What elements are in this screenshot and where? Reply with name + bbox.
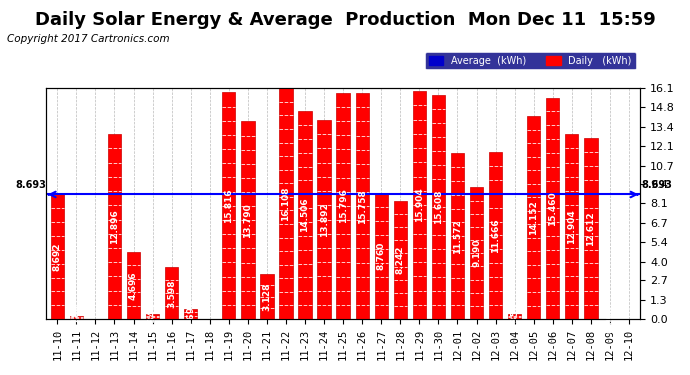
Bar [260,274,274,319]
Bar [355,93,369,319]
Bar [413,91,426,319]
Bar [508,314,522,319]
Text: 11.666: 11.666 [491,218,500,253]
Bar [489,152,502,319]
Bar [165,267,178,319]
Text: 0.344: 0.344 [148,302,157,331]
Bar [70,316,83,319]
Bar [146,314,159,319]
Text: 12.612: 12.612 [586,211,595,246]
Text: 13.790: 13.790 [244,203,253,238]
Text: 15.758: 15.758 [357,189,366,224]
Text: 13.892: 13.892 [319,202,328,237]
Legend: Average  (kWh), Daily   (kWh): Average (kWh), Daily (kWh) [425,52,635,69]
Text: 0.356: 0.356 [510,302,519,331]
Bar [222,92,235,319]
Bar [317,120,331,319]
Text: 15.460: 15.460 [549,191,558,226]
Bar [108,134,121,319]
Text: 12.904: 12.904 [567,209,576,244]
Text: Copyright 2017 Cartronics.com: Copyright 2017 Cartronics.com [7,34,170,44]
Text: 8.693: 8.693 [642,180,672,190]
Text: 15.608: 15.608 [434,190,443,225]
Text: 12.896: 12.896 [110,209,119,244]
Text: 14.152: 14.152 [529,200,538,235]
Bar [375,194,388,319]
Text: 15.904: 15.904 [415,188,424,222]
Text: 14.506: 14.506 [301,198,310,232]
Text: 0.698: 0.698 [186,300,195,328]
Bar [50,195,64,319]
Text: 4.696: 4.696 [129,271,138,300]
Text: 9.190: 9.190 [472,239,481,267]
Text: 8.692: 8.692 [53,243,62,271]
Text: 3.598: 3.598 [167,279,176,308]
Bar [298,111,312,319]
Text: Daily Solar Energy & Average  Production  Mon Dec 11  15:59: Daily Solar Energy & Average Production … [34,11,655,29]
Text: 3.128: 3.128 [262,282,271,311]
Bar [584,138,598,319]
Bar [279,88,293,319]
Bar [184,309,197,319]
Bar [432,95,445,319]
Text: 0.188: 0.188 [72,303,81,332]
Text: 0.006: 0.006 [605,305,614,333]
Text: 15.816: 15.816 [224,188,233,223]
Bar [127,252,140,319]
Bar [241,122,255,319]
Text: 16.108: 16.108 [282,186,290,221]
Text: 11.572: 11.572 [453,219,462,254]
Text: 15.796: 15.796 [339,188,348,223]
Text: 8.693: 8.693 [15,180,46,190]
Bar [470,188,483,319]
Text: 8.242: 8.242 [396,246,405,274]
Text: 8.760: 8.760 [377,242,386,270]
Bar [546,98,560,319]
Bar [337,93,350,319]
Bar [565,134,578,319]
Bar [451,153,464,319]
Bar [393,201,407,319]
Bar [527,116,540,319]
